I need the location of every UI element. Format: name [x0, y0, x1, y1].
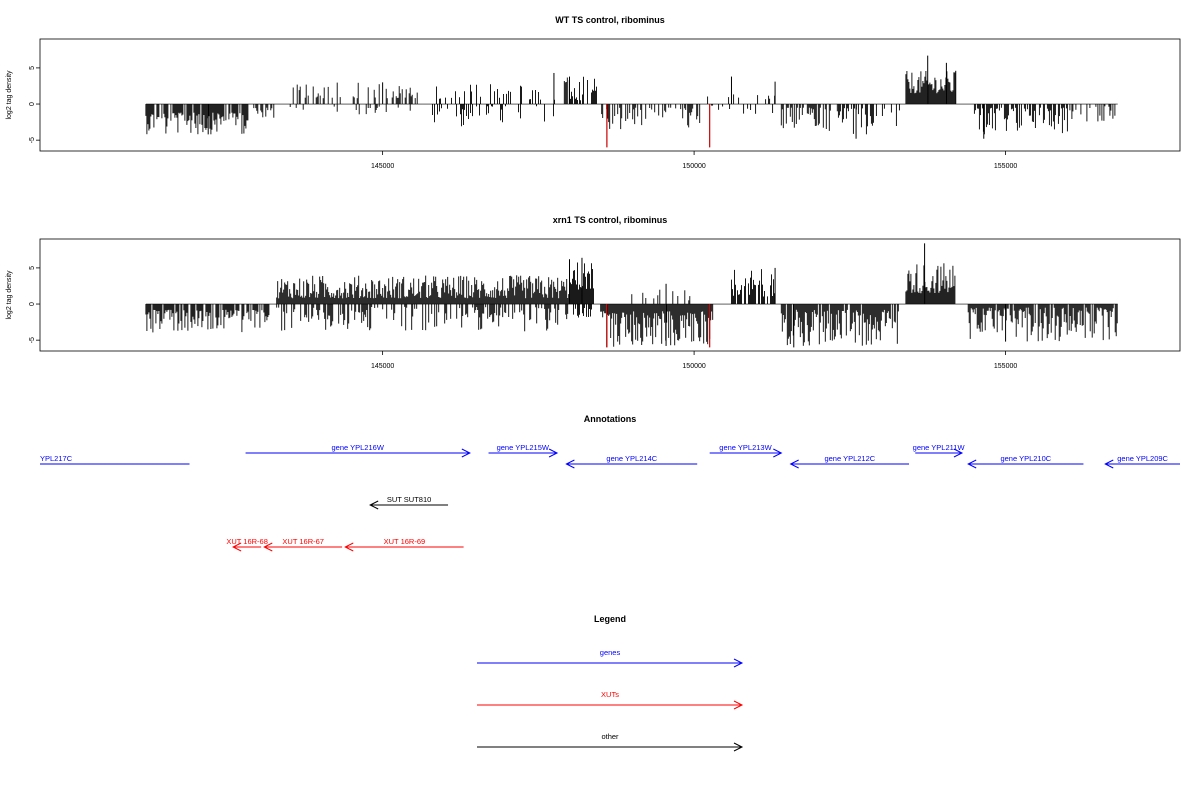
annotation-arrow-head — [789, 459, 799, 469]
annotation-arrow-head — [263, 542, 273, 552]
xrn1-x-tick-label: 145000 — [371, 363, 394, 370]
xrn1-track-bars — [145, 243, 1118, 348]
xrn1-x-tick-label: 155000 — [994, 363, 1017, 370]
annotation-arrow-head — [953, 448, 964, 458]
xrn1-track-plot-box — [39, 238, 1181, 352]
wt-x-tick-label: 150000 — [682, 163, 705, 170]
wt-track-bars — [145, 55, 1118, 148]
annotation-feature: gene YPL213W — [709, 443, 783, 458]
legend-items: genes XUTs other — [477, 648, 744, 752]
legend-label: XUTs — [601, 690, 619, 699]
xrn1-track-title: xrn1 TS control, ribominus — [553, 215, 668, 225]
xrn1-y-tick-label: 0 — [29, 302, 36, 306]
annotation-label: gene YPL210C — [1000, 454, 1051, 463]
annotation-feature: SUT SUT810 — [369, 495, 449, 510]
annotation-feature: gene YPL214C — [565, 454, 698, 469]
wt-y-tick-label: 0 — [29, 102, 36, 106]
annotation-features: YPL217C gene YPL216W gene YPL215W gene YPL2… — [40, 443, 1180, 552]
wt-track-panel: WT TS control, ribominus log2 tag densit… — [6, 15, 1181, 170]
legend-arrow-head — [733, 700, 744, 710]
xrn1-y-tick-label: 5 — [29, 266, 36, 270]
annotation-arrow-head — [565, 459, 575, 469]
annotation-feature: gene YPL209C — [1104, 454, 1180, 469]
annotation-label: gene YPL215W — [497, 443, 550, 452]
xrn1-track-panel: xrn1 TS control, ribominus log2 tag dens… — [6, 215, 1181, 370]
annotation-arrow-head — [967, 459, 977, 469]
annotation-feature: gene YPL215W — [488, 443, 559, 458]
wt-x-tick-label: 155000 — [994, 163, 1017, 170]
annotation-label: gene YPL216W — [332, 443, 385, 452]
annotation-feature: gene YPL212C — [789, 454, 910, 469]
annotation-arrow-head — [773, 448, 783, 458]
annotation-arrow-head — [369, 500, 379, 510]
annotation-label: YPL217C — [40, 454, 73, 463]
annotation-arrow-head — [344, 542, 354, 552]
annotations-title: Annotations — [584, 414, 637, 424]
annotation-arrow-head — [461, 448, 471, 458]
annotation-label: gene YPL212C — [824, 454, 875, 463]
annotation-feature: gene YPL216W — [245, 443, 471, 458]
legend-arrow-head — [733, 658, 744, 668]
annotation-label: XUT 16R-67 — [282, 537, 324, 546]
xrn1-x-tick-label: 150000 — [682, 363, 705, 370]
annotation-feature: gene YPL211W — [913, 443, 966, 458]
annotation-feature: YPL217C — [40, 454, 190, 465]
legend-title: Legend — [594, 614, 626, 624]
annotation-feature: XUT 16R-69 — [344, 537, 464, 552]
annotation-feature: XUT 16R-67 — [263, 537, 343, 552]
xrn1-track-ylabel: log2 tag density — [6, 270, 13, 320]
annotation-feature: XUT 16R-68 — [226, 537, 268, 552]
annotation-label: XUT 16R-68 — [226, 537, 268, 546]
wt-track-axes: 145000 150000 155000 -5 0 5 — [29, 66, 1017, 170]
annotation-feature: gene YPL210C — [967, 454, 1084, 469]
annotations-panel: Annotations YPL217C gene YPL216W gene YPL2… — [40, 414, 1180, 552]
legend-item: genes — [477, 648, 744, 668]
annotation-label: XUT 16R-69 — [384, 537, 426, 546]
annotation-label: gene YPL209C — [1117, 454, 1168, 463]
legend-item: XUTs — [477, 690, 744, 710]
xrn1-track-axes: 145000 150000 155000 -5 0 5 — [29, 266, 1017, 370]
wt-track-title: WT TS control, ribominus — [555, 15, 665, 25]
wt-track-ylabel: log2 tag density — [6, 70, 13, 120]
wt-track-plot-box — [39, 38, 1181, 152]
annotation-arrow-head — [1104, 459, 1114, 469]
xrn1-y-tick-label: -5 — [29, 337, 36, 343]
wt-x-tick-label: 145000 — [371, 163, 394, 170]
annotation-label: gene YPL214C — [606, 454, 657, 463]
legend-label: other — [601, 732, 619, 741]
annotation-arrow-head — [548, 448, 559, 458]
legend-panel: Legend genes XUTs other — [477, 614, 744, 752]
legend-label: genes — [600, 648, 621, 657]
legend-item: other — [477, 732, 744, 752]
annotation-label: SUT SUT810 — [387, 495, 431, 504]
annotation-label: gene YPL213W — [719, 443, 772, 452]
wt-y-tick-label: -5 — [29, 137, 36, 143]
annotation-label: gene YPL211W — [913, 443, 966, 452]
annotation-arrow-head — [231, 542, 242, 552]
legend-arrow-head — [733, 742, 744, 752]
wt-y-tick-label: 5 — [29, 66, 36, 70]
